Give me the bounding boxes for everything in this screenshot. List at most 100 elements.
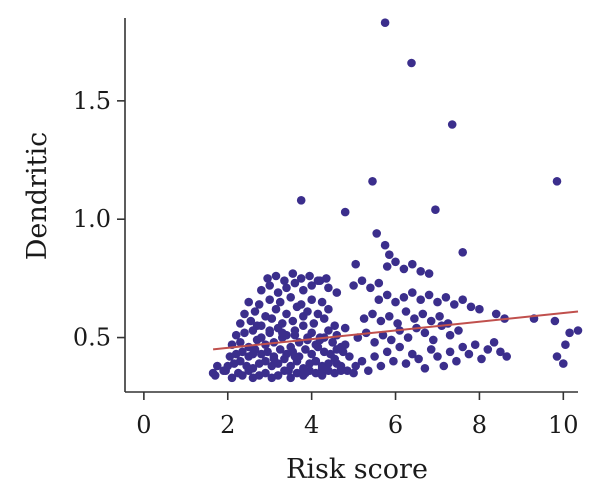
data-point (439, 361, 449, 371)
data-point (441, 293, 451, 302)
data-point (219, 366, 228, 376)
data-point (252, 321, 262, 331)
data-point (238, 371, 247, 380)
data-point (433, 297, 442, 307)
data-point (573, 326, 583, 335)
data-point (445, 347, 455, 357)
data-point (431, 205, 440, 214)
data-point (307, 281, 317, 290)
data-point (269, 354, 279, 364)
data-point (236, 356, 245, 366)
data-point (385, 312, 394, 321)
data-point (313, 276, 323, 286)
data-point (447, 120, 457, 129)
data-point (391, 297, 400, 307)
data-point (324, 326, 333, 335)
data-point (210, 371, 220, 380)
data-point (475, 304, 484, 314)
y-axis-title: Dendritic (22, 132, 53, 260)
x-tick-label: 4 (304, 411, 319, 439)
data-point (296, 300, 306, 309)
data-point (408, 259, 417, 269)
data-point (332, 359, 342, 368)
data-point (559, 359, 568, 368)
data-point (550, 316, 560, 326)
y-tick-label: 1.5 (73, 87, 111, 115)
data-point (435, 312, 444, 321)
data-point (378, 330, 388, 340)
data-point (359, 314, 369, 323)
data-point (227, 373, 237, 383)
data-point (426, 345, 436, 354)
data-point (296, 274, 306, 283)
data-point (317, 297, 327, 307)
data-point (254, 300, 264, 309)
data-point (399, 293, 409, 302)
data-point (470, 340, 480, 350)
data-point (250, 307, 260, 316)
data-point (345, 352, 354, 361)
data-point (271, 271, 281, 281)
data-point (368, 177, 377, 186)
data-point (282, 283, 291, 293)
data-point (273, 288, 283, 297)
data-point (357, 356, 367, 366)
data-point (408, 288, 417, 297)
data-point (238, 347, 247, 357)
data-point (372, 229, 382, 238)
data-point (286, 293, 296, 302)
data-point (357, 276, 367, 286)
data-point (301, 345, 310, 354)
data-point (370, 338, 379, 347)
data-point (416, 295, 426, 305)
data-point (261, 356, 270, 366)
data-point (429, 335, 438, 345)
data-point (261, 368, 270, 378)
data-point (324, 283, 333, 293)
data-point (315, 335, 325, 345)
data-point (458, 248, 468, 257)
data-point (309, 319, 319, 328)
data-point (244, 297, 253, 307)
axes (124, 18, 578, 393)
data-point (305, 271, 314, 281)
data-point (464, 349, 474, 359)
data-point (299, 285, 308, 295)
data-point (265, 281, 275, 290)
data-point (301, 368, 310, 378)
data-point (328, 338, 337, 347)
data-point (407, 58, 416, 68)
data-point (296, 196, 306, 205)
data-point (340, 323, 350, 333)
data-point (265, 326, 275, 335)
y-axis-ticks: 0.5 1.0 1.5 (73, 87, 125, 352)
data-point (275, 297, 285, 307)
data-point (236, 338, 245, 347)
x-tick-label: 0 (136, 411, 151, 439)
data-point (408, 349, 417, 359)
data-point (290, 330, 300, 340)
data-point (391, 257, 400, 267)
y-tick-label: 1.0 (73, 205, 111, 233)
data-point (275, 345, 285, 354)
data-point (286, 342, 296, 352)
data-point (414, 354, 423, 364)
data-point (552, 352, 562, 361)
data-point (307, 295, 317, 305)
data-point (351, 259, 361, 269)
data-point (389, 356, 398, 366)
data-point (458, 295, 468, 305)
data-point (382, 347, 392, 357)
data-point (246, 316, 256, 326)
data-point (418, 309, 428, 319)
trend-line (212, 310, 579, 351)
data-point (263, 347, 272, 357)
data-point (424, 290, 434, 300)
data-point (366, 283, 375, 293)
data-point (376, 361, 386, 371)
data-point (410, 314, 419, 323)
data-point (466, 302, 476, 312)
data-point (313, 309, 323, 319)
data-point (458, 342, 468, 352)
data-point (395, 342, 405, 352)
